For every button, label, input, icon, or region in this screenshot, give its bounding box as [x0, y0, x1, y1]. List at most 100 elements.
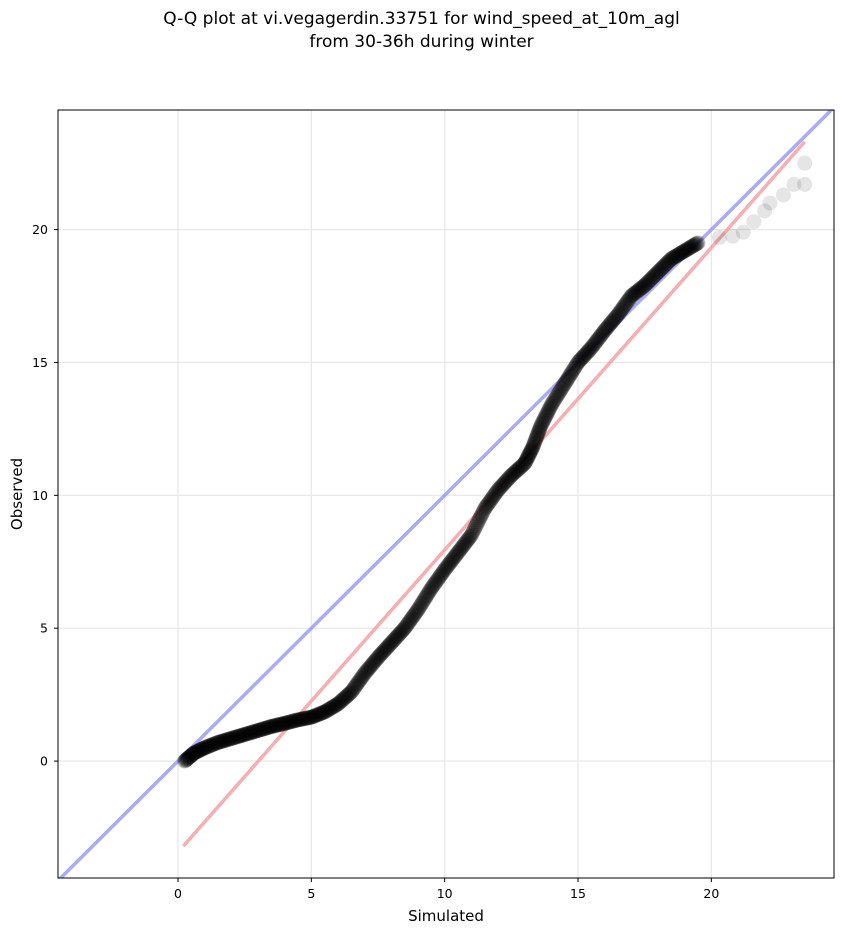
data-point — [218, 732, 234, 748]
data-point — [512, 460, 528, 476]
data-point — [404, 610, 420, 626]
data-point — [288, 712, 304, 728]
data-point — [514, 458, 530, 474]
data-point — [269, 717, 285, 733]
data-point — [522, 445, 538, 461]
data-point — [281, 714, 297, 730]
data-point — [676, 243, 692, 259]
data-point — [442, 554, 458, 570]
data-point — [380, 639, 396, 655]
data-point — [250, 723, 266, 739]
data-point — [247, 723, 263, 739]
data-point — [463, 527, 479, 543]
data-point — [565, 362, 581, 378]
data-point — [418, 589, 434, 605]
data-point — [644, 270, 660, 286]
data-point — [400, 615, 416, 631]
data-point — [443, 553, 459, 569]
data-point — [360, 661, 376, 677]
data-point — [188, 744, 204, 760]
x-tick-label: 15 — [570, 886, 586, 901]
data-point — [461, 530, 477, 546]
data-point — [272, 716, 288, 732]
data-point — [353, 671, 369, 687]
data-point — [445, 551, 461, 567]
data-point — [383, 635, 399, 651]
data-point — [208, 735, 224, 751]
data-point — [420, 586, 436, 602]
data-point — [585, 337, 601, 353]
data-point — [616, 299, 632, 315]
y-tick-label: 15 — [32, 355, 48, 370]
data-point — [227, 729, 243, 745]
data-point — [492, 480, 508, 496]
data-point — [450, 544, 466, 560]
data-point — [678, 242, 694, 258]
data-point — [441, 556, 457, 572]
data-point — [209, 735, 225, 751]
data-point — [327, 698, 343, 714]
data-point — [641, 273, 657, 289]
data-point — [659, 256, 675, 272]
data-point — [517, 454, 533, 470]
data-point — [660, 255, 676, 271]
data-point — [264, 718, 280, 734]
data-point — [488, 485, 504, 501]
data-point — [426, 576, 442, 592]
data-point — [648, 266, 664, 282]
data-point — [568, 357, 584, 373]
data-point — [184, 747, 200, 763]
data-point — [479, 498, 495, 514]
data-point — [335, 692, 351, 708]
data-point — [661, 253, 677, 269]
data-point — [680, 241, 696, 257]
data-point — [348, 677, 364, 693]
data-point — [255, 721, 271, 737]
data-point — [614, 301, 630, 317]
data-point — [277, 715, 293, 731]
data-point — [182, 749, 198, 765]
data-point — [543, 398, 559, 414]
data-point — [662, 252, 678, 268]
data-point — [273, 716, 289, 732]
data-point — [308, 707, 324, 723]
data-point — [411, 600, 427, 616]
data-point — [239, 726, 255, 742]
data-point — [529, 427, 545, 443]
data-point — [394, 623, 410, 639]
data-point — [243, 725, 259, 741]
data-point — [374, 645, 390, 661]
data-point — [653, 261, 669, 277]
data-point — [530, 424, 546, 440]
data-point — [360, 662, 376, 678]
data-point — [643, 271, 659, 287]
data-point — [220, 731, 236, 747]
data-point — [464, 525, 480, 541]
data-point — [667, 249, 683, 265]
data-point — [554, 380, 570, 396]
data-point — [410, 602, 426, 618]
axis-ticks: 0 5 10 15 20 0 5 10 15 20 — [32, 222, 719, 901]
data-point — [682, 239, 698, 255]
data-point — [634, 280, 650, 296]
data-point — [757, 203, 773, 219]
data-point — [656, 258, 672, 274]
data-point — [192, 742, 208, 758]
data-point — [711, 230, 727, 246]
data-point — [687, 237, 703, 253]
data-point — [558, 374, 574, 390]
data-point — [537, 409, 553, 425]
data-point — [285, 713, 301, 729]
data-point — [591, 330, 607, 346]
data-point — [338, 689, 354, 705]
data-point — [681, 240, 697, 256]
data-point — [475, 504, 491, 520]
data-point — [581, 342, 597, 358]
data-point — [572, 352, 588, 368]
data-point — [319, 703, 335, 719]
data-point — [409, 603, 425, 619]
chart-title-line-1: Q-Q plot at vi.vegagerdin.33751 for wind… — [163, 9, 680, 29]
data-point — [652, 262, 668, 278]
data-point — [284, 713, 300, 729]
data-point — [476, 503, 492, 519]
